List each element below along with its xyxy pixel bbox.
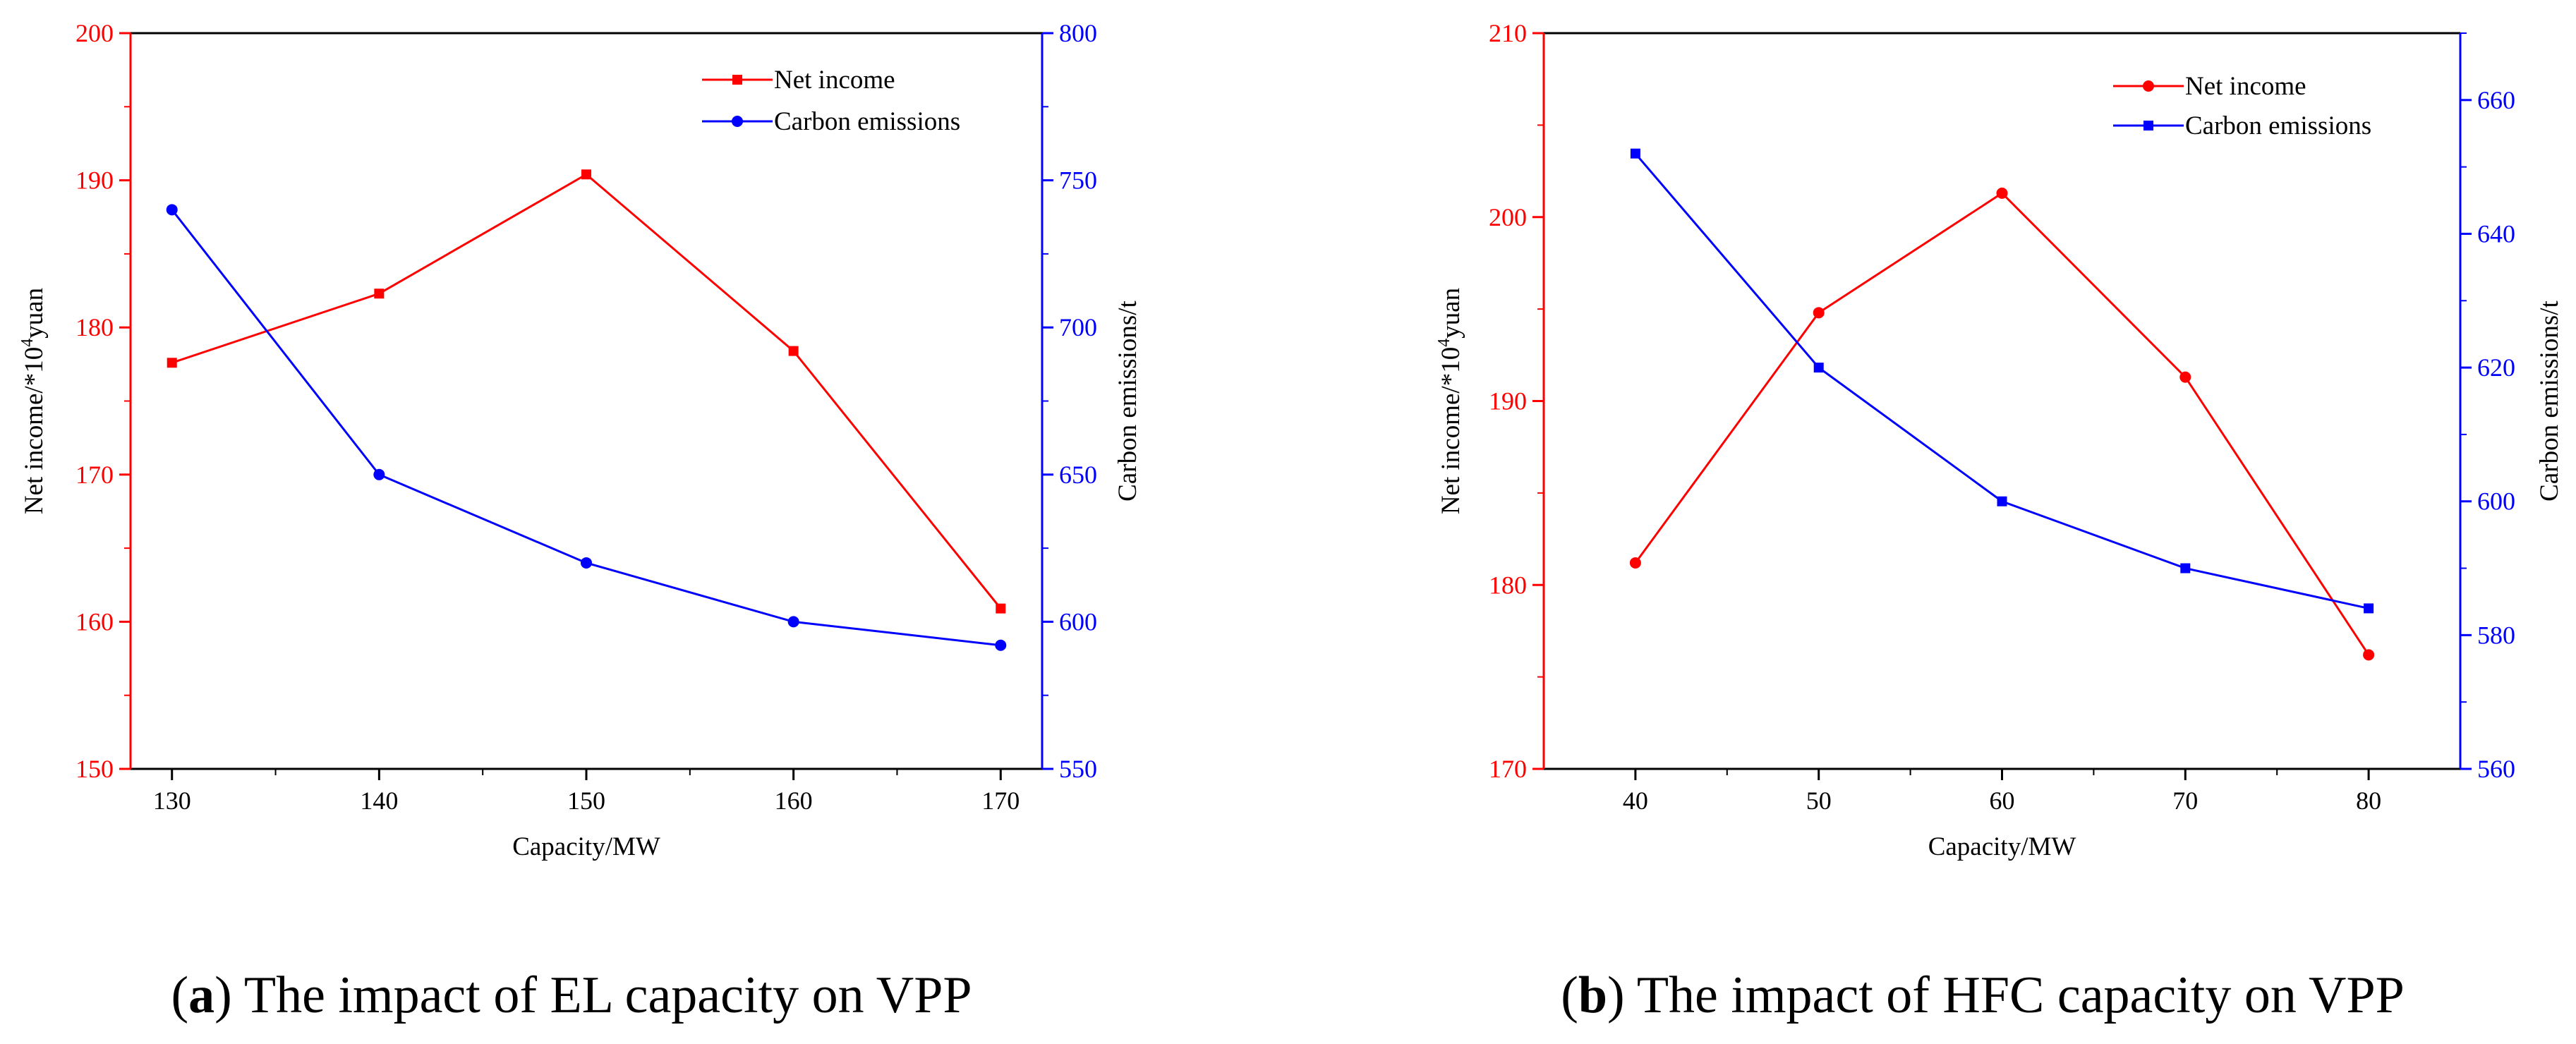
data-point-carbon-emissions: [581, 557, 592, 569]
data-point-carbon-emissions: [1630, 148, 1640, 159]
y-left-tick-label: 200: [75, 19, 114, 47]
y-left-tick-label: 160: [75, 607, 114, 636]
data-point-net-income: [788, 346, 799, 356]
y-right-tick-label: 620: [2477, 353, 2515, 382]
y-axis-left-title-tail: yuan: [20, 288, 49, 339]
y-left-tick-label: 180: [1489, 571, 1527, 599]
legend-marker-carbon-emissions: [732, 116, 743, 127]
y-left-tick-label: 180: [75, 313, 114, 341]
x-tick-label: 60: [1990, 787, 2015, 815]
series-line-carbon-emissions: [1634, 152, 2369, 609]
y-axis-left-title-sup: 4: [1435, 339, 1453, 347]
data-point-net-income: [2363, 649, 2375, 661]
caption-label: b: [1578, 966, 1607, 1024]
series-line-net-income: [171, 173, 1002, 609]
data-point-carbon-emissions: [373, 468, 385, 480]
x-tick-label: 70: [2172, 787, 2198, 815]
legend-label-net-income: Net income: [774, 66, 895, 95]
y-left-tick-label: 170: [75, 461, 114, 489]
y-right-tick-label: 650: [1059, 461, 1097, 489]
y-left-tick-label: 210: [1489, 19, 1527, 47]
series-line-net-income: [1634, 191, 2370, 656]
data-point-net-income: [581, 169, 591, 180]
data-point-net-income: [1813, 307, 1825, 319]
y-axis-left-title: Net income/*104yuan: [1435, 288, 1465, 514]
chart-caption: (a) The impact of EL capacity on VPP: [171, 966, 972, 1024]
x-tick-label: 160: [775, 787, 813, 815]
x-axis-title: Capacity/MW: [512, 832, 660, 861]
data-point-net-income: [374, 289, 385, 299]
y-axis-right-title: Carbon emissions/t: [1113, 300, 1142, 501]
data-point-net-income: [1996, 187, 2008, 199]
y-right-tick-label: 660: [2477, 86, 2515, 114]
x-axis-title: Capacity/MW: [1928, 832, 2076, 861]
y-left-tick-label: 150: [75, 755, 114, 783]
y-right-tick-label: 580: [2477, 621, 2515, 649]
caption-label: a: [188, 966, 214, 1024]
data-point-net-income: [167, 358, 177, 368]
x-tick-label: 80: [2356, 787, 2381, 815]
y-axis-left-title-main: Net income/*10: [20, 347, 49, 514]
data-point-carbon-emissions: [2180, 563, 2191, 573]
caption-close-paren: ): [1607, 966, 1637, 1024]
y-axis-left-title-sup: 4: [18, 339, 37, 347]
legend-marker-net-income: [732, 75, 742, 85]
y-right-tick-label: 600: [2477, 487, 2515, 516]
y-left-tick-label: 200: [1489, 203, 1527, 231]
chart-b: 40 50 60 70 80 170 180 190 200 210 560 580 600 620 640…: [1435, 19, 2564, 1024]
data-point-carbon-emissions: [1997, 496, 2007, 506]
data-point-carbon-emissions: [995, 639, 1007, 651]
data-point-carbon-emissions: [787, 616, 799, 628]
x-tick-label: 140: [360, 787, 398, 815]
y-right-tick-label: 640: [2477, 219, 2515, 248]
data-point-net-income: [996, 603, 1006, 614]
data-point-carbon-emissions: [2364, 603, 2374, 614]
y-left-tick-label: 190: [1489, 387, 1527, 415]
y-right-tick-label: 800: [1059, 19, 1097, 47]
x-tick-label: 170: [981, 787, 1020, 815]
legend-label-carbon-emissions: Carbon emissions: [2185, 111, 2371, 140]
data-point-net-income: [1629, 557, 1641, 569]
x-tick-label: 150: [567, 787, 605, 815]
legend-marker-net-income: [2143, 80, 2154, 92]
series-line-carbon-emissions: [171, 209, 1001, 647]
chart-caption: (b) The impact of HFC capacity on VPP: [1561, 966, 2405, 1024]
caption-close-paren: ): [214, 966, 244, 1024]
legend-marker-carbon-emissions: [2143, 121, 2153, 130]
x-tick-label: 130: [153, 787, 191, 815]
y-axis-right-title: Carbon emissions/t: [2535, 300, 2564, 501]
caption-open-paren: (: [171, 966, 188, 1024]
legend-label-carbon-emissions: Carbon emissions: [774, 107, 960, 136]
caption-open-paren: (: [1561, 966, 1578, 1024]
y-right-tick-label: 600: [1059, 607, 1097, 636]
y-axis-left-title: Net income/*104yuan: [18, 288, 49, 514]
caption-text: The impact of EL capacity on VPP: [244, 966, 972, 1024]
y-left-tick-label: 170: [1489, 755, 1527, 783]
y-axis-left-title-main: Net income/*10: [1437, 347, 1465, 514]
legend-label-net-income: Net income: [2185, 72, 2306, 101]
y-right-tick-label: 560: [2477, 755, 2515, 783]
caption-text: The impact of HFC capacity on VPP: [1637, 966, 2405, 1024]
x-tick-label: 40: [1623, 787, 1648, 815]
data-point-carbon-emissions: [1813, 363, 1824, 373]
y-right-tick-label: 750: [1059, 166, 1097, 195]
y-left-tick-label: 190: [75, 166, 114, 195]
y-right-tick-label: 700: [1059, 313, 1097, 341]
y-right-tick-label: 550: [1059, 755, 1097, 783]
data-point-carbon-emissions: [166, 204, 178, 216]
data-point-net-income: [2179, 371, 2191, 383]
chart-a: 130 140 150 160 170 150 160 170 180 190 200 550 600 6…: [18, 19, 1142, 1024]
x-tick-label: 50: [1806, 787, 1832, 815]
y-axis-left-title-tail: yuan: [1437, 288, 1465, 339]
